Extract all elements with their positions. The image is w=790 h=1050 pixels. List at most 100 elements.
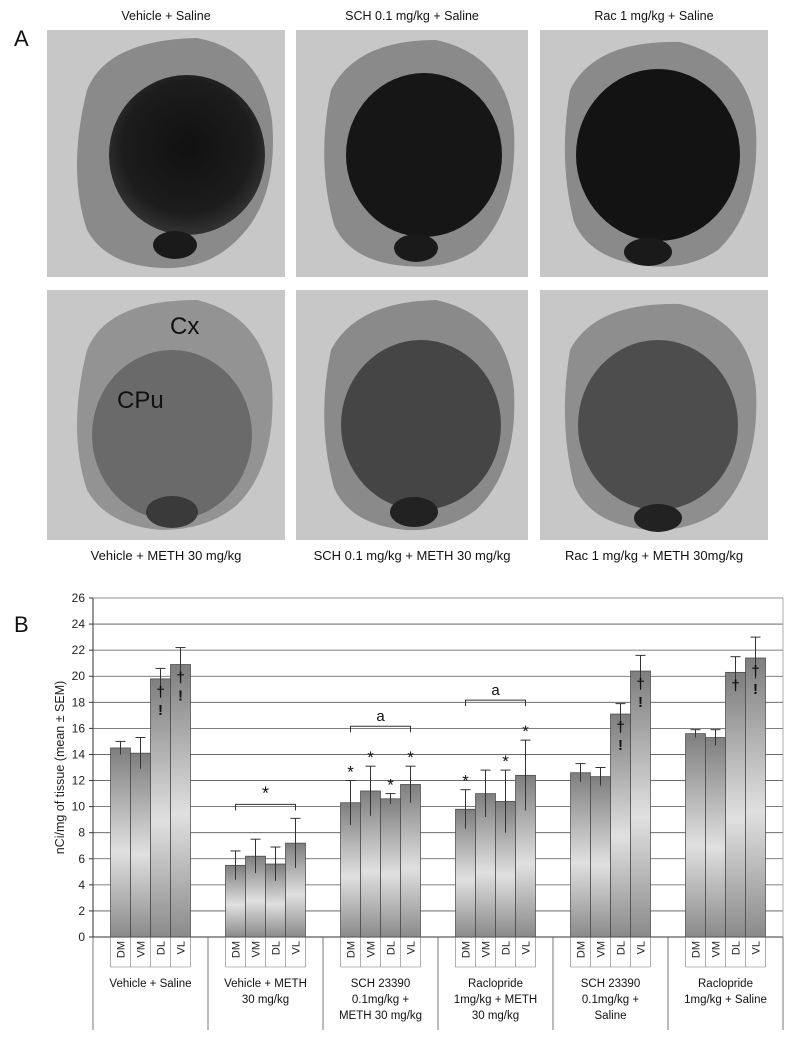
subcategory-label: DL bbox=[156, 941, 168, 955]
significance-dagger: † bbox=[636, 676, 644, 693]
y-tick-label: 12 bbox=[72, 774, 86, 788]
y-tick-label: 2 bbox=[78, 904, 85, 918]
bar bbox=[725, 671, 746, 938]
bracket-label: a bbox=[376, 708, 385, 725]
autoradiograph-vehicle-saline bbox=[47, 30, 285, 277]
caption-sch-saline: SCH 0.1 mg/kg + Saline bbox=[345, 9, 479, 23]
group-label: Raclopride bbox=[468, 978, 523, 990]
subcategory-label: DL bbox=[271, 941, 283, 955]
subcategory-label: VM bbox=[251, 941, 263, 958]
subcategory-label: VM bbox=[366, 941, 378, 958]
y-tick-label: 20 bbox=[72, 669, 86, 683]
significance-exclamation: ! bbox=[618, 737, 623, 754]
group-label: 1mg/kg + Saline bbox=[684, 994, 767, 1006]
subcategory-label: VL bbox=[636, 941, 648, 954]
subcategory-label: DM bbox=[691, 941, 703, 958]
subcategory-label: VL bbox=[751, 941, 763, 954]
subcategory-label: VM bbox=[711, 941, 723, 958]
y-axis-label: nCi/mg of tissue (mean ± SEM) bbox=[53, 681, 67, 855]
y-tick-label: 24 bbox=[72, 617, 86, 631]
group-label: Saline bbox=[595, 1010, 627, 1022]
significance-exclamation: ! bbox=[753, 681, 758, 698]
subcategory-label: VM bbox=[481, 941, 493, 958]
bar bbox=[705, 737, 726, 938]
bar bbox=[130, 752, 151, 938]
bracket-label: a bbox=[491, 682, 500, 699]
y-tick-label: 0 bbox=[78, 930, 85, 944]
subcategory-label: DM bbox=[231, 941, 243, 958]
caption-rac-meth: Rac 1 mg/kg + METH 30mg/kg bbox=[564, 548, 744, 563]
subcategory-label: DM bbox=[576, 941, 588, 958]
subcategory-label: VL bbox=[291, 941, 303, 954]
significance-exclamation: ! bbox=[638, 694, 643, 711]
significance-bracket bbox=[465, 699, 526, 707]
subcategory-label: VL bbox=[521, 941, 533, 954]
significance-star: * bbox=[347, 763, 354, 782]
y-tick-label: 10 bbox=[72, 800, 86, 814]
significance-star: * bbox=[462, 772, 469, 791]
subcategory-label: DL bbox=[616, 941, 628, 955]
panel-b-letter: B bbox=[14, 612, 29, 637]
bar bbox=[110, 747, 131, 938]
bracket-label: * bbox=[262, 783, 269, 803]
subcategory-label: DL bbox=[501, 941, 513, 955]
y-tick-label: 18 bbox=[72, 695, 86, 709]
autoradiograph-rac-saline bbox=[540, 30, 768, 277]
significance-star: * bbox=[367, 748, 374, 767]
group-label: 0.1mg/kg + bbox=[582, 994, 639, 1006]
autoradiograph-rac-meth bbox=[540, 290, 768, 540]
significance-exclamation: ! bbox=[158, 702, 163, 719]
significance-star: * bbox=[502, 752, 509, 771]
autoradiograph-sch-meth bbox=[296, 290, 528, 540]
caption-sch-meth: SCH 0.1 mg/kg + METH 30 mg/kg bbox=[313, 548, 511, 563]
group-label: 30 mg/kg bbox=[472, 1010, 519, 1022]
y-tick-label: 22 bbox=[72, 643, 86, 657]
bar bbox=[685, 733, 706, 938]
significance-bracket bbox=[350, 725, 411, 733]
significance-bracket bbox=[235, 803, 296, 811]
subcategory-label: VL bbox=[406, 941, 418, 954]
autoradiograph-sch-saline bbox=[296, 30, 528, 277]
panel-a-letter: A bbox=[14, 26, 29, 51]
bar bbox=[570, 772, 591, 938]
group-label: 30 mg/kg bbox=[242, 994, 289, 1006]
y-tick-label: 4 bbox=[78, 878, 85, 892]
significance-dagger: † bbox=[156, 684, 164, 701]
subcategory-label: DM bbox=[346, 941, 358, 958]
subcategory-label: VM bbox=[136, 941, 148, 958]
significance-dagger: † bbox=[616, 719, 624, 736]
caption-rac-saline: Rac 1 mg/kg + Saline bbox=[594, 9, 714, 23]
caption-vehicle-saline: Vehicle + Saline bbox=[121, 9, 211, 23]
group-label: 0.1mg/kg + bbox=[352, 994, 409, 1006]
significance-star: * bbox=[522, 722, 529, 741]
subcategory-label: VL bbox=[176, 941, 188, 954]
significance-dagger: † bbox=[731, 677, 739, 694]
y-tick-label: 16 bbox=[72, 721, 86, 735]
caption-vehicle-meth: Vehicle + METH 30 mg/kg bbox=[90, 548, 242, 563]
bar bbox=[400, 784, 421, 938]
bar bbox=[380, 798, 401, 938]
subcategory-label: DL bbox=[386, 941, 398, 955]
label-cortex: Cx bbox=[170, 313, 200, 340]
autoradiograph-vehicle-meth bbox=[47, 290, 285, 540]
bar bbox=[590, 776, 611, 938]
group-label: Raclopride bbox=[698, 978, 753, 990]
group-label: Vehicle + Saline bbox=[109, 978, 191, 990]
group-label: SCH 23390 bbox=[351, 978, 410, 990]
bar bbox=[745, 657, 766, 938]
label-caudate-putamen: CPu bbox=[117, 387, 164, 414]
significance-dagger: † bbox=[751, 663, 759, 680]
subcategory-label: DM bbox=[116, 941, 128, 958]
y-tick-label: 8 bbox=[78, 826, 85, 840]
group-label: Vehicle + METH bbox=[224, 978, 307, 990]
subcategory-label: VM bbox=[596, 941, 608, 958]
significance-star: * bbox=[387, 776, 394, 795]
y-tick-label: 6 bbox=[78, 852, 85, 866]
subcategory-label: DL bbox=[731, 941, 743, 955]
significance-dagger: † bbox=[176, 669, 184, 686]
group-label: SCH 23390 bbox=[581, 978, 640, 990]
group-label: METH 30 mg/kg bbox=[339, 1010, 422, 1022]
y-tick-label: 14 bbox=[72, 747, 86, 761]
group-label: 1mg/kg + METH bbox=[454, 994, 537, 1006]
